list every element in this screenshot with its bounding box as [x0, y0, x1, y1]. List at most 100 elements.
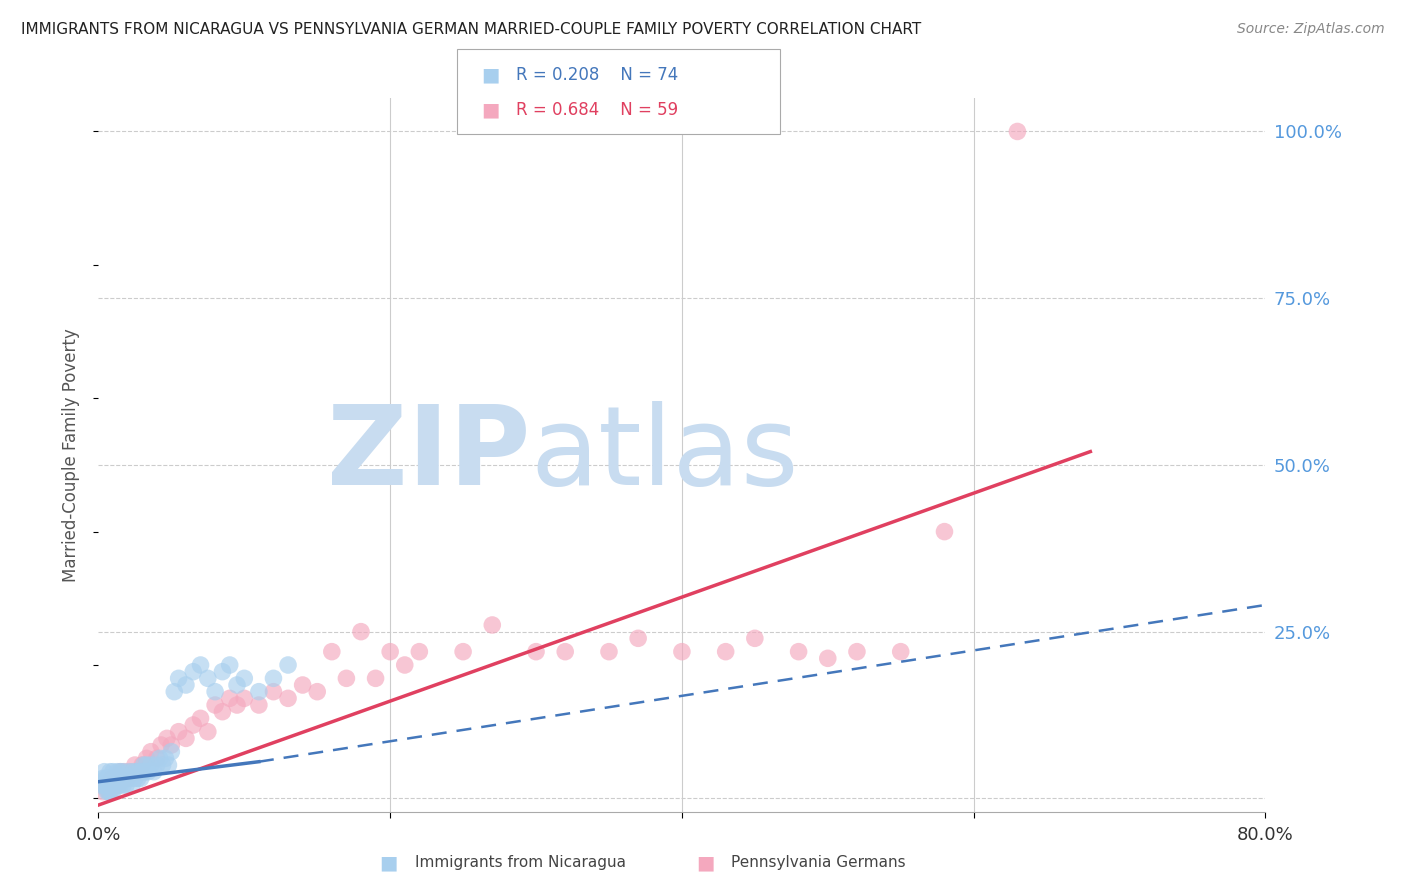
Point	[142, 764, 165, 779]
Point	[108, 778, 131, 792]
Point	[98, 778, 121, 792]
Text: ■: ■	[380, 853, 398, 872]
Point	[262, 684, 284, 698]
Point	[197, 671, 219, 685]
Text: Source: ZipAtlas.com: Source: ZipAtlas.com	[1237, 22, 1385, 37]
Point	[218, 691, 240, 706]
Point	[598, 645, 620, 659]
Point	[115, 778, 138, 792]
Point	[97, 778, 120, 792]
Point	[97, 785, 120, 799]
Point	[211, 665, 233, 679]
Point	[127, 764, 149, 779]
Point	[101, 778, 124, 792]
Point	[101, 778, 124, 792]
Point	[120, 764, 142, 779]
Point	[890, 645, 912, 659]
Point	[155, 751, 177, 765]
Point	[124, 758, 146, 772]
Point	[91, 772, 114, 786]
Point	[122, 764, 145, 779]
Point	[157, 758, 180, 772]
Point	[190, 658, 212, 673]
Point	[174, 678, 197, 692]
Point	[1007, 124, 1029, 138]
Point	[105, 778, 128, 792]
Point	[131, 758, 153, 772]
Point	[233, 671, 256, 685]
Point	[131, 764, 153, 779]
Point	[108, 778, 131, 792]
Point	[451, 645, 474, 659]
Point	[163, 684, 186, 698]
Point	[211, 705, 233, 719]
Point	[94, 778, 117, 792]
Point	[291, 678, 314, 692]
Point	[152, 758, 174, 772]
Point	[104, 772, 127, 786]
Point	[101, 785, 124, 799]
Point	[146, 751, 169, 765]
Point	[247, 684, 270, 698]
Point	[139, 745, 162, 759]
Point	[111, 772, 134, 786]
Point	[364, 671, 387, 685]
Point	[350, 624, 373, 639]
Point	[218, 658, 240, 673]
Point	[108, 772, 131, 786]
Point	[277, 691, 299, 706]
Point	[117, 772, 139, 786]
Text: ■: ■	[481, 101, 499, 120]
Point	[96, 785, 118, 799]
Text: atlas: atlas	[530, 401, 799, 508]
Point	[132, 758, 155, 772]
Point	[93, 778, 115, 792]
Point	[481, 618, 503, 632]
Point	[190, 711, 212, 725]
Point	[150, 738, 173, 752]
Point	[110, 778, 132, 792]
Text: R = 0.208    N = 74: R = 0.208 N = 74	[516, 66, 678, 84]
Point	[117, 772, 139, 786]
Point	[845, 645, 868, 659]
Point	[128, 764, 150, 779]
Point	[714, 645, 737, 659]
Point	[262, 671, 284, 685]
Text: Pennsylvania Germans: Pennsylvania Germans	[731, 855, 905, 870]
Text: R = 0.684    N = 59: R = 0.684 N = 59	[516, 102, 678, 120]
Point	[121, 778, 143, 792]
Point	[98, 785, 121, 799]
Point	[247, 698, 270, 712]
Point	[105, 764, 128, 779]
Point	[90, 778, 112, 792]
Point	[744, 632, 766, 646]
Point	[146, 758, 169, 772]
Point	[104, 772, 127, 786]
Point	[135, 758, 157, 772]
Point	[204, 698, 226, 712]
Point	[134, 764, 156, 779]
Point	[94, 772, 117, 786]
Point	[408, 645, 430, 659]
Point	[307, 684, 329, 698]
Point	[394, 658, 416, 673]
Point	[120, 772, 142, 786]
Point	[233, 691, 256, 706]
Point	[149, 751, 172, 765]
Point	[93, 764, 115, 779]
Point	[160, 745, 183, 759]
Point	[111, 772, 134, 786]
Point	[97, 772, 120, 786]
Point	[156, 731, 179, 746]
Point	[100, 772, 122, 786]
Point	[226, 678, 249, 692]
Point	[378, 645, 402, 659]
Point	[671, 645, 693, 659]
Point	[100, 778, 122, 792]
Point	[112, 764, 135, 779]
Point	[817, 651, 839, 665]
Point	[124, 772, 146, 786]
Y-axis label: Married-Couple Family Poverty: Married-Couple Family Poverty	[62, 328, 80, 582]
Point	[127, 772, 149, 786]
Point	[98, 778, 121, 792]
